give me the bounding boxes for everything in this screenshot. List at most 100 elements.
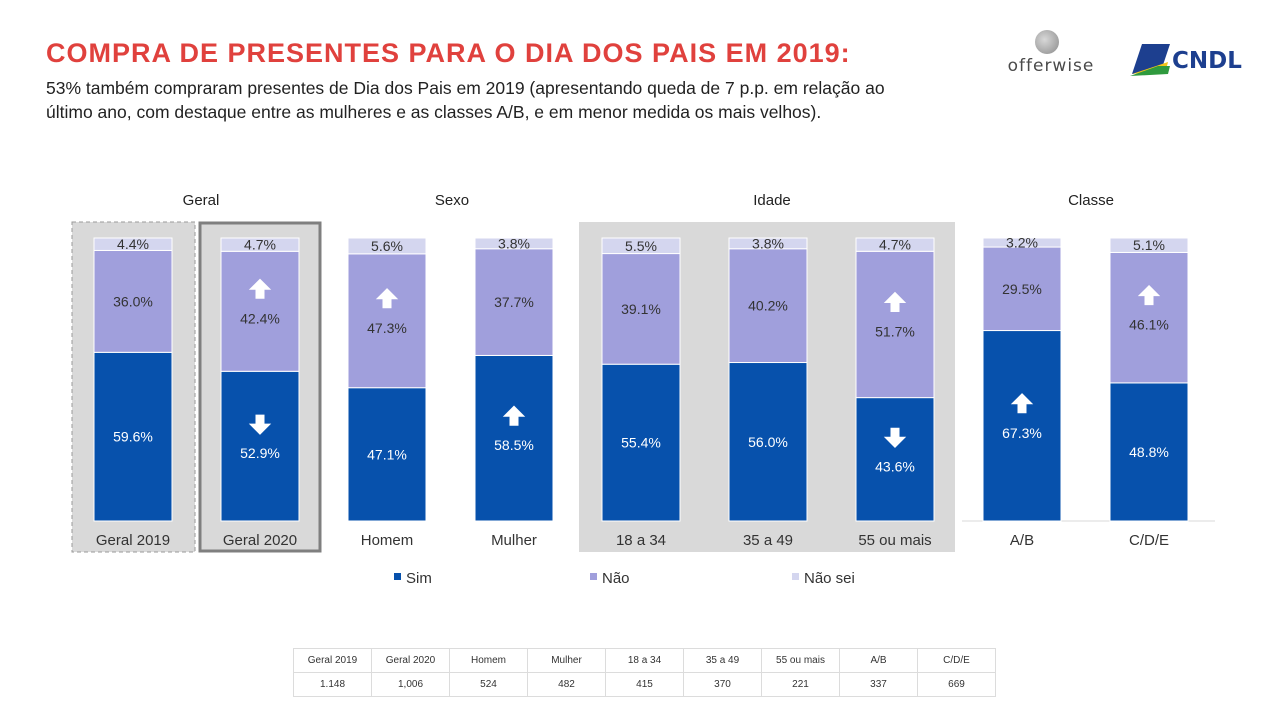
arrow-up-icon-6-1 <box>883 291 907 312</box>
legend-swatch-1 <box>590 573 597 580</box>
sample-header-6: 55 ou mais <box>761 648 840 673</box>
arrow-up-icon-7-0 <box>1010 393 1034 414</box>
bar-nao-sei-3 <box>474 237 554 250</box>
label-sim-0: 59.6% <box>113 429 153 445</box>
sample-header-5: 35 a 49 <box>683 648 762 673</box>
group-header-3: Classe <box>1068 192 1114 209</box>
label-nao-4: 39.1% <box>621 301 661 317</box>
bar-sim-3 <box>474 354 554 522</box>
sample-size-table: Geral 2019 Geral 2020 Homem Mulher 18 a 34 35… <box>293 648 996 697</box>
bar-nao-sei-5 <box>728 237 808 250</box>
offerwise-logo: offerwise <box>995 30 1107 76</box>
label-nao-0: 36.0% <box>113 293 153 309</box>
category-label-3: Mulher <box>491 532 537 549</box>
label-nao-sei-2: 5.6% <box>371 238 403 254</box>
bar-nao-sei-0 <box>93 237 173 251</box>
cndl-logo: CNDL <box>1128 40 1248 78</box>
bar-sim-1 <box>220 370 300 522</box>
label-sim-2: 47.1% <box>367 446 407 462</box>
label-sim-7: 67.3% <box>1002 425 1042 441</box>
bar-sim-0 <box>93 351 173 522</box>
label-nao-8: 46.1% <box>1129 317 1169 333</box>
label-sim-4: 55.4% <box>621 435 661 451</box>
label-nao-sei-5: 3.8% <box>752 235 784 251</box>
sample-header-1: Geral 2020 <box>371 648 450 673</box>
label-nao-3: 37.7% <box>494 294 534 310</box>
sample-header-2: Homem <box>449 648 528 673</box>
sample-value-6: 221 <box>761 672 840 697</box>
sample-header-4: 18 a 34 <box>605 648 684 673</box>
bar-nao-7 <box>982 246 1062 332</box>
label-nao-6: 51.7% <box>875 323 915 339</box>
bar-sim-4 <box>601 363 681 522</box>
cndl-logo-text: CNDL <box>1172 48 1242 74</box>
page-title: COMPRA DE PRESENTES PARA O DIA DOS PAIS … <box>46 38 851 68</box>
arrow-up-icon-3-0 <box>502 405 526 426</box>
sample-table-values-row: 1.148 1,006 524 482 415 370 221 337 669 <box>293 672 996 697</box>
group-header-2: Idade <box>753 192 791 209</box>
legend-swatch-0 <box>394 573 401 580</box>
category-label-2: Homem <box>361 532 414 549</box>
bar-nao-0 <box>93 249 173 353</box>
sample-header-0: Geral 2019 <box>293 648 372 673</box>
offerwise-logo-text: offerwise <box>1007 56 1095 76</box>
label-sim-8: 48.8% <box>1129 444 1169 460</box>
bar-nao-sei-4 <box>601 237 681 255</box>
label-nao-5: 40.2% <box>748 298 788 314</box>
bar-sim-2 <box>347 387 427 522</box>
bar-nao-sei-6 <box>855 237 935 252</box>
bar-nao-4 <box>601 253 681 365</box>
category-label-5: 35 a 49 <box>743 532 793 549</box>
label-nao-sei-4: 5.5% <box>625 238 657 254</box>
group-header-1: Sexo <box>435 192 469 209</box>
bar-nao-3 <box>474 248 554 356</box>
label-nao-7: 29.5% <box>1002 281 1042 297</box>
bar-nao-5 <box>728 248 808 364</box>
bar-sim-5 <box>728 362 808 522</box>
sample-header-3: Mulher <box>527 648 606 673</box>
bar-sim-7 <box>982 330 1062 522</box>
label-nao-sei-0: 4.4% <box>117 236 149 252</box>
bar-nao-sei-2 <box>347 237 427 255</box>
sample-value-7: 337 <box>839 672 918 697</box>
category-label-4: 18 a 34 <box>616 532 666 549</box>
bar-nao-2 <box>347 253 427 389</box>
category-label-7: A/B <box>1010 532 1034 549</box>
label-nao-sei-6: 4.7% <box>879 237 911 253</box>
category-label-0: Geral 2019 <box>96 532 170 549</box>
legend-swatch-2 <box>792 573 799 580</box>
sample-table-header-row: Geral 2019 Geral 2020 Homem Mulher 18 a 34 35… <box>293 648 996 673</box>
label-nao-sei-3: 3.8% <box>498 235 530 251</box>
bar-nao-8 <box>1109 251 1189 384</box>
label-sim-5: 56.0% <box>748 434 788 450</box>
sample-value-5: 370 <box>683 672 762 697</box>
label-nao-1: 42.4% <box>240 310 280 326</box>
label-sim-3: 58.5% <box>494 437 534 453</box>
label-nao-sei-7: 3.2% <box>1006 235 1038 251</box>
legend-label-2: Não sei <box>804 570 855 587</box>
bar-nao-6 <box>855 250 935 399</box>
label-nao-sei-1: 4.7% <box>244 237 276 253</box>
category-label-6: 55 ou mais <box>858 532 931 549</box>
legend-label-1: Não <box>602 570 630 587</box>
bar-nao-sei-8 <box>1109 237 1189 253</box>
sample-header-7: A/B <box>839 648 918 673</box>
category-label-1: Geral 2020 <box>223 532 297 549</box>
label-sim-1: 52.9% <box>240 445 280 461</box>
bar-sim-6 <box>855 397 935 522</box>
arrow-down-icon-1-0 <box>248 414 272 435</box>
sample-value-4: 415 <box>605 672 684 697</box>
sample-header-8: C/D/E <box>917 648 996 673</box>
arrow-down-icon-6-0 <box>883 427 907 449</box>
label-sim-6: 43.6% <box>875 458 915 474</box>
bar-nao-sei-1 <box>220 237 300 252</box>
sample-value-1: 1,006 <box>371 672 450 697</box>
cndl-emblem-icon <box>1130 44 1170 76</box>
legend-label-0: Sim <box>406 570 432 587</box>
sample-value-8: 669 <box>917 672 996 697</box>
sample-value-2: 524 <box>449 672 528 697</box>
category-label-8: C/D/E <box>1129 532 1169 549</box>
label-nao-sei-8: 5.1% <box>1133 237 1165 253</box>
offerwise-emblem-icon <box>1035 30 1059 54</box>
